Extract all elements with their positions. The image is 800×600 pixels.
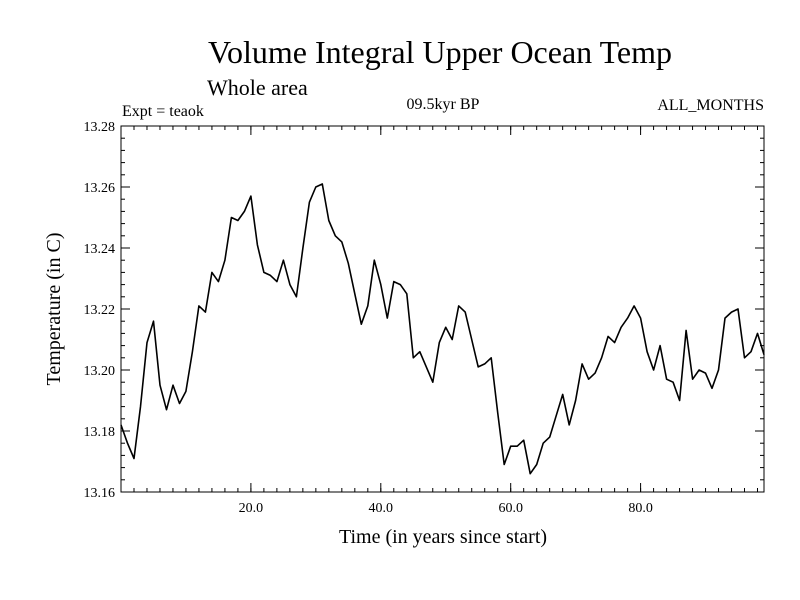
y-tick-label: 13.24 bbox=[84, 242, 116, 257]
series-line-temperature bbox=[120, 183, 765, 475]
x-tick-label: 60.0 bbox=[498, 501, 523, 516]
x-tick-label: 80.0 bbox=[628, 501, 653, 516]
y-tick-label: 13.16 bbox=[84, 486, 116, 501]
y-tick-label: 13.22 bbox=[84, 303, 116, 318]
experiment-label: Expt = teaok bbox=[122, 103, 204, 120]
y-tick-label: 13.26 bbox=[84, 181, 116, 196]
y-tick-label: 13.18 bbox=[84, 425, 116, 440]
y-tick-label: 13.20 bbox=[84, 364, 116, 379]
chart-subtitle: Whole area bbox=[207, 75, 308, 100]
period-label: 09.5kyr BP bbox=[407, 96, 480, 113]
months-label: ALL_MONTHS bbox=[657, 97, 764, 114]
y-axis-label: Temperature (in C) bbox=[43, 233, 65, 386]
y-tick-label: 13.28 bbox=[84, 120, 116, 135]
plot-frame bbox=[120, 125, 765, 493]
tick-labels: 20.0 40.0 60.0 80.0 13.16 13.18 13.20 13.22 13.2… bbox=[84, 120, 653, 516]
x-tick-label: 20.0 bbox=[239, 501, 264, 516]
x-tick-label: 40.0 bbox=[369, 501, 394, 516]
x-axis-label: Time (in years since start) bbox=[339, 526, 547, 548]
chart-title: Volume Integral Upper Ocean Temp bbox=[208, 34, 672, 70]
axis-ticks bbox=[120, 125, 764, 493]
